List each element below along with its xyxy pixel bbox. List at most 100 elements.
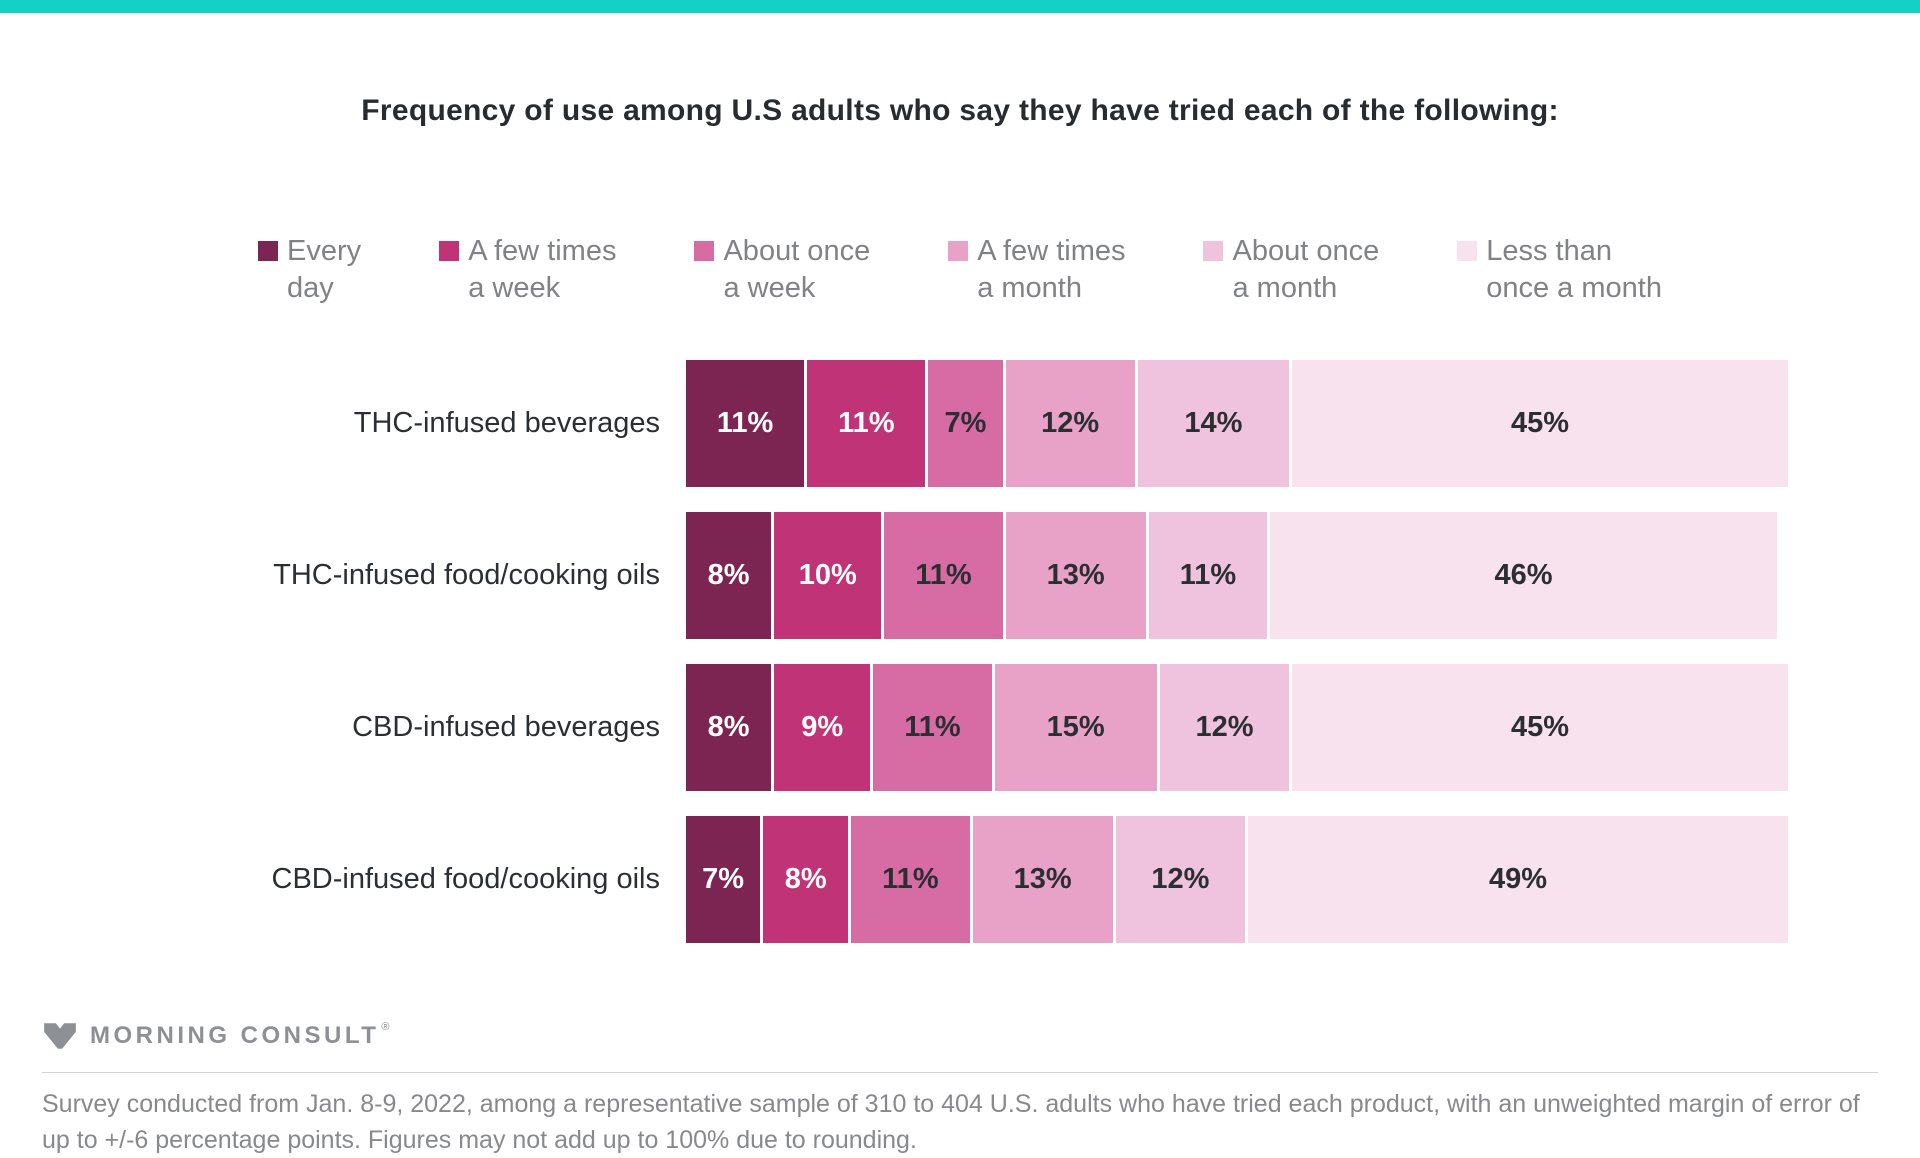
legend-item: Every day: [258, 233, 361, 307]
legend-label-line2: a week: [723, 272, 816, 304]
legend: Every day A few times a week About once …: [0, 233, 1920, 307]
legend-item: About once a month: [1203, 233, 1379, 307]
stacked-bar: 7% 8% 11% 13% 12% 49%: [686, 816, 1788, 943]
value-label: 12%: [1151, 863, 1210, 895]
stacked-bar: 8% 10% 11% 13% 11% 46%: [686, 512, 1788, 639]
bar-segment: 9%: [774, 664, 874, 791]
legend-item: A few times a week: [439, 233, 616, 307]
category-label: CBD-infused food/cooking oils: [271, 863, 660, 895]
morning-consult-logo: MORNING CONSULT ®: [42, 1018, 389, 1054]
bar-row: CBD-infused food/cooking oils 7% 8% 11% 13%…: [0, 816, 1788, 943]
value-label: 7%: [944, 407, 987, 439]
bar-segment: 10%: [774, 512, 885, 639]
survey-note: Survey conducted from Jan. 8-9, 2022, am…: [42, 1090, 1860, 1154]
value-label: 11%: [1179, 559, 1237, 591]
footer-divider: [42, 1072, 1878, 1073]
legend-label-line2: a month: [977, 272, 1082, 304]
legend-item: A few times a month: [948, 233, 1125, 307]
bar-segment: 11%: [884, 512, 1006, 639]
bar-segment: 11%: [873, 664, 995, 791]
legend-swatch: [439, 241, 460, 261]
legend-label: A few times a month: [977, 233, 1125, 307]
bar-segment: 45%: [1292, 360, 1788, 487]
legend-item: Less than once a month: [1457, 233, 1662, 307]
value-label: 13%: [1046, 559, 1105, 591]
legend-label: Less than once a month: [1486, 233, 1662, 307]
value-label: 14%: [1184, 407, 1243, 439]
bar-segment: 12%: [1159, 664, 1293, 791]
bar-segment: 11%: [686, 360, 808, 487]
stacked-bar: 8% 9% 11% 15% 12% 45%: [686, 664, 1788, 791]
bar-row: THC-infused food/cooking oils 8% 10% 11% 13…: [0, 512, 1788, 639]
bar-segment: 11%: [807, 360, 929, 487]
value-label: 12%: [1041, 407, 1100, 439]
legend-label: About once a week: [723, 233, 870, 307]
bar-segment: 13%: [1005, 512, 1149, 639]
bar-segment: 13%: [972, 816, 1116, 943]
legend-swatch: [1457, 241, 1478, 261]
value-label: 11%: [882, 863, 939, 895]
bar-segment: 46%: [1270, 512, 1777, 639]
value-label: 49%: [1488, 863, 1547, 895]
legend-item: About once a week: [694, 233, 870, 307]
bar-segment: 12%: [1115, 816, 1248, 943]
category-label: CBD-infused beverages: [352, 711, 660, 743]
bar-row: THC-infused beverages 11% 11% 7% 12% 14% 45%: [0, 360, 1788, 487]
chart-title: Frequency of use among U.S adults who sa…: [361, 94, 1559, 127]
category-label: THC-infused food/cooking oils: [273, 559, 660, 591]
value-label: 12%: [1195, 711, 1254, 743]
bar-segment: 15%: [994, 664, 1160, 791]
legend-label: Every day: [287, 233, 361, 307]
registered-mark: ®: [381, 1021, 390, 1033]
bar-segment: 8%: [686, 664, 775, 791]
bar-segment: 12%: [1005, 360, 1138, 487]
value-label: 9%: [801, 711, 844, 743]
legend-label-line1: Less than: [1486, 235, 1612, 267]
legend-label-line1: Every: [287, 235, 362, 267]
value-label: 10%: [798, 559, 857, 591]
value-label: 46%: [1494, 559, 1553, 591]
bar-segment: 8%: [686, 512, 775, 639]
bar-segment: 7%: [928, 360, 1006, 487]
legend-label: A few times a week: [468, 233, 616, 307]
brand-wordmark: MORNING CONSULT: [90, 1022, 380, 1049]
legend-label-line2: a month: [1232, 272, 1338, 304]
value-label: 8%: [707, 711, 750, 743]
legend-label-line1: A few times: [468, 235, 617, 267]
bar-segment: 49%: [1247, 816, 1788, 943]
bar-segment: 11%: [1148, 512, 1271, 639]
chart: THC-infused beverages 11% 11% 7% 12% 14% 45% …: [0, 360, 1788, 968]
legend-label-line1: About once: [723, 235, 871, 267]
value-label: 11%: [904, 711, 961, 743]
bar-segment: 11%: [851, 816, 973, 943]
legend-label: About once a month: [1232, 233, 1379, 307]
legend-swatch: [258, 241, 279, 261]
legend-label-line2: once a month: [1486, 272, 1662, 304]
value-label: 13%: [1013, 863, 1072, 895]
bar-row: CBD-infused beverages 8% 9% 11% 15% 12% 45%: [0, 664, 1788, 791]
value-label: 11%: [915, 559, 972, 591]
legend-label-line2: a week: [468, 272, 561, 304]
stacked-bar: 11% 11% 7% 12% 14% 45%: [686, 360, 1788, 487]
bar-segment: 45%: [1292, 664, 1788, 791]
category-label: THC-infused beverages: [353, 407, 660, 439]
value-label: 11%: [716, 407, 774, 439]
value-label: 45%: [1510, 407, 1570, 439]
value-label: 11%: [838, 407, 895, 439]
bar-segment: 8%: [763, 816, 852, 943]
legend-label-line2: day: [287, 272, 334, 304]
bar-segment: 7%: [686, 816, 764, 943]
legend-label-line1: A few times: [977, 235, 1126, 267]
value-label: 15%: [1046, 711, 1105, 743]
legend-swatch: [1203, 241, 1224, 261]
value-label: 7%: [702, 863, 745, 895]
top-accent-bar: [0, 0, 1920, 13]
legend-label-line1: About once: [1232, 235, 1380, 267]
m-logo-icon: [44, 1023, 76, 1049]
value-label: 8%: [707, 559, 750, 591]
legend-swatch: [694, 241, 715, 261]
value-label: 45%: [1511, 711, 1570, 743]
value-label: 8%: [784, 863, 827, 895]
bar-segment: 14%: [1137, 360, 1293, 487]
legend-swatch: [948, 241, 969, 261]
